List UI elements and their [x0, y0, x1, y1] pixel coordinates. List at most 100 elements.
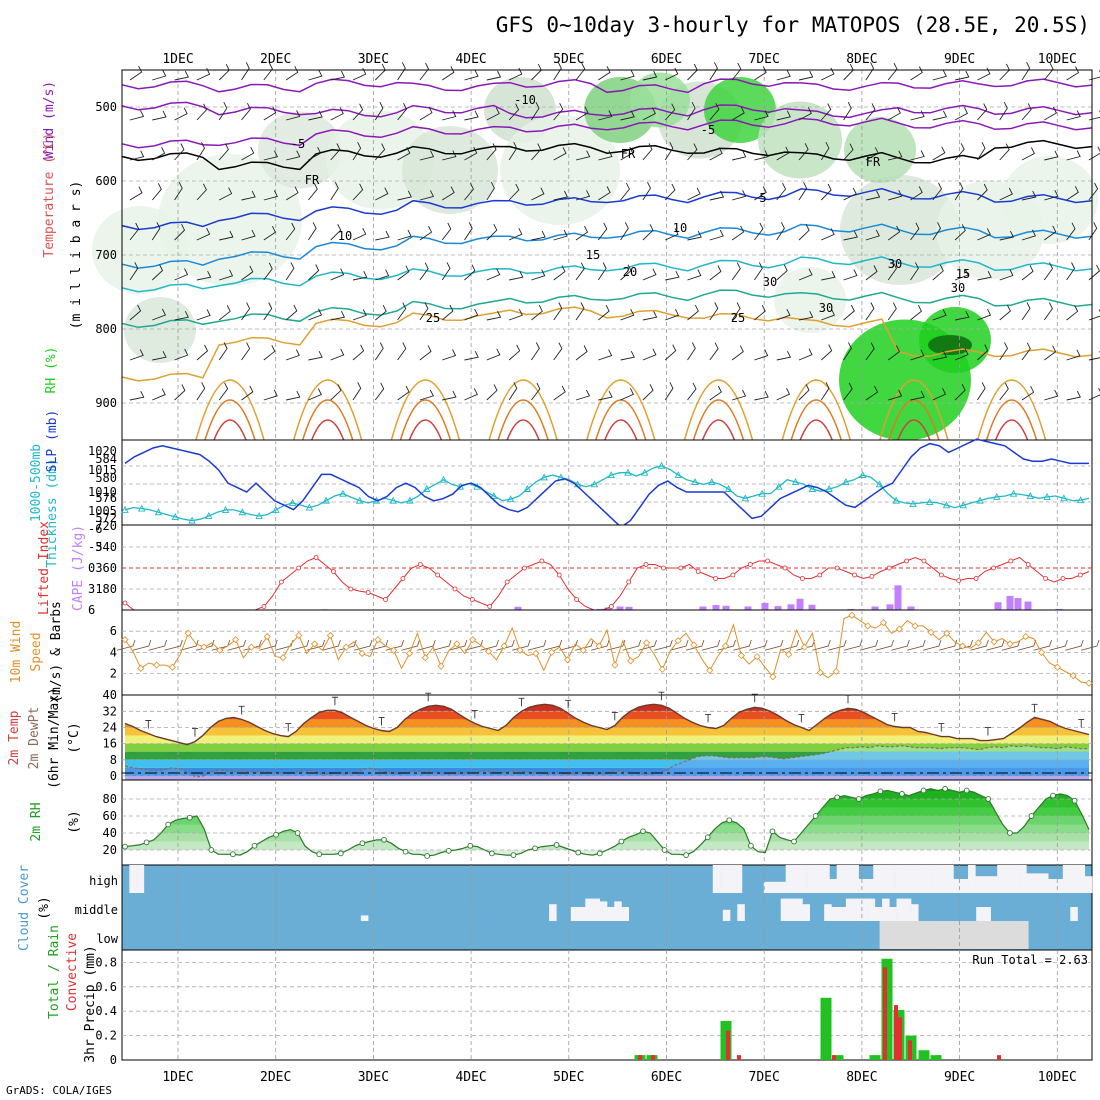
wind-barb [910, 304, 922, 321]
wind-barb [531, 101, 540, 121]
surface-barb [559, 639, 578, 651]
date-label-top: 10DEC [1038, 52, 1077, 67]
wind-barb [1044, 189, 1059, 201]
wind-barb [308, 308, 323, 321]
warm-loop [390, 379, 461, 441]
cloud-cell [929, 921, 937, 949]
cloud-cell [814, 865, 823, 893]
wind-barb [553, 385, 566, 401]
wind-barb [620, 182, 630, 201]
wind-barb [196, 103, 208, 121]
upper-air-wind-barbs [129, 61, 1100, 401]
wind-marker [674, 637, 682, 645]
thickness-marker [171, 512, 180, 520]
cape-bar [596, 608, 604, 610]
wind-marker [911, 622, 919, 630]
cloud-cell [976, 907, 984, 921]
li-marker [938, 572, 944, 578]
wind-barb [1021, 190, 1037, 201]
rh-marker [532, 845, 538, 852]
thickness-marker [1060, 494, 1068, 502]
cloud-cell [1062, 865, 1071, 893]
wind-marker [200, 643, 208, 651]
wind-barb [687, 143, 698, 161]
wind-barb [375, 187, 389, 201]
wind-barb [241, 146, 255, 161]
cloud-cell [889, 907, 897, 921]
precip-total-bar [869, 1055, 881, 1060]
li-marker [730, 572, 736, 578]
rh-marker [769, 828, 776, 835]
wind-barb [352, 141, 362, 161]
wind-ticks: 6 4 2 [110, 624, 117, 680]
wind-barb [285, 110, 301, 121]
cloud-cell [931, 865, 940, 893]
wind-barb [820, 103, 832, 121]
thickness-marker [205, 512, 213, 519]
label-cloud-cover: Cloud Cover [17, 865, 32, 951]
cloud-cell [953, 879, 962, 893]
wind-barb [731, 262, 741, 281]
li-marker [713, 576, 718, 581]
cape-bar [616, 606, 624, 610]
wind-barb [196, 382, 206, 401]
li-marker [852, 572, 857, 578]
li-marker [400, 576, 406, 581]
rh-marker [165, 821, 172, 828]
wind-barb [553, 342, 563, 361]
wind-barb [486, 310, 502, 321]
wind-barb [1066, 305, 1079, 321]
rh-marker [920, 787, 927, 794]
wind-marker [642, 639, 651, 647]
wind-barb [754, 66, 767, 81]
surface-barb [259, 639, 278, 651]
label-barbs: (m/s) & Barbs [49, 601, 64, 703]
cloud-cell [621, 907, 630, 921]
wind-barb [977, 344, 989, 361]
tick-label: 800 [95, 322, 117, 336]
cloud-cell [829, 879, 838, 893]
wind-barb [1021, 265, 1034, 281]
warm-loop [292, 379, 363, 441]
wind-barb [308, 264, 320, 281]
wind-barb [352, 382, 362, 401]
date-label-top: 1DEC [162, 52, 193, 67]
wind-barb [955, 310, 970, 321]
li-marker [782, 565, 788, 571]
cloud-cell [824, 904, 832, 921]
wind-marker [374, 636, 382, 644]
label-wind-text: Wind (m/s) [42, 81, 57, 159]
wind-barb [821, 308, 836, 321]
cloud-cell [844, 865, 852, 893]
thickness-marker [808, 485, 817, 492]
rh-blob [758, 101, 842, 179]
surface-barb [180, 639, 199, 651]
wind-barb [419, 190, 435, 201]
cloud-cell [614, 901, 622, 921]
thickness-marker [758, 489, 766, 497]
wind-barb [553, 62, 562, 81]
surface-barb [401, 639, 420, 651]
cloud-cell [971, 921, 980, 949]
surface-barb [875, 639, 894, 651]
warm-loop [195, 379, 265, 441]
wind-barb [575, 225, 589, 241]
wind-barb [865, 103, 876, 121]
cloud-cell [895, 865, 903, 893]
tick-label: 180 [95, 582, 117, 596]
surface-barb [227, 639, 247, 651]
tick-label: 720 [95, 519, 117, 533]
li-marker [122, 600, 128, 606]
precip-convective-bar [883, 967, 887, 1060]
wind-barb [308, 350, 323, 361]
thickness-marker [791, 478, 800, 485]
wind-barb [330, 348, 345, 361]
wind-barb [820, 382, 830, 401]
rh-marker [855, 796, 862, 802]
wind-barb [174, 384, 186, 401]
wind-barb [464, 69, 479, 81]
cloud-cell [909, 865, 918, 893]
contour-label: 15 [956, 267, 970, 281]
wind-barb [598, 110, 613, 121]
cloud-cell [983, 907, 991, 921]
